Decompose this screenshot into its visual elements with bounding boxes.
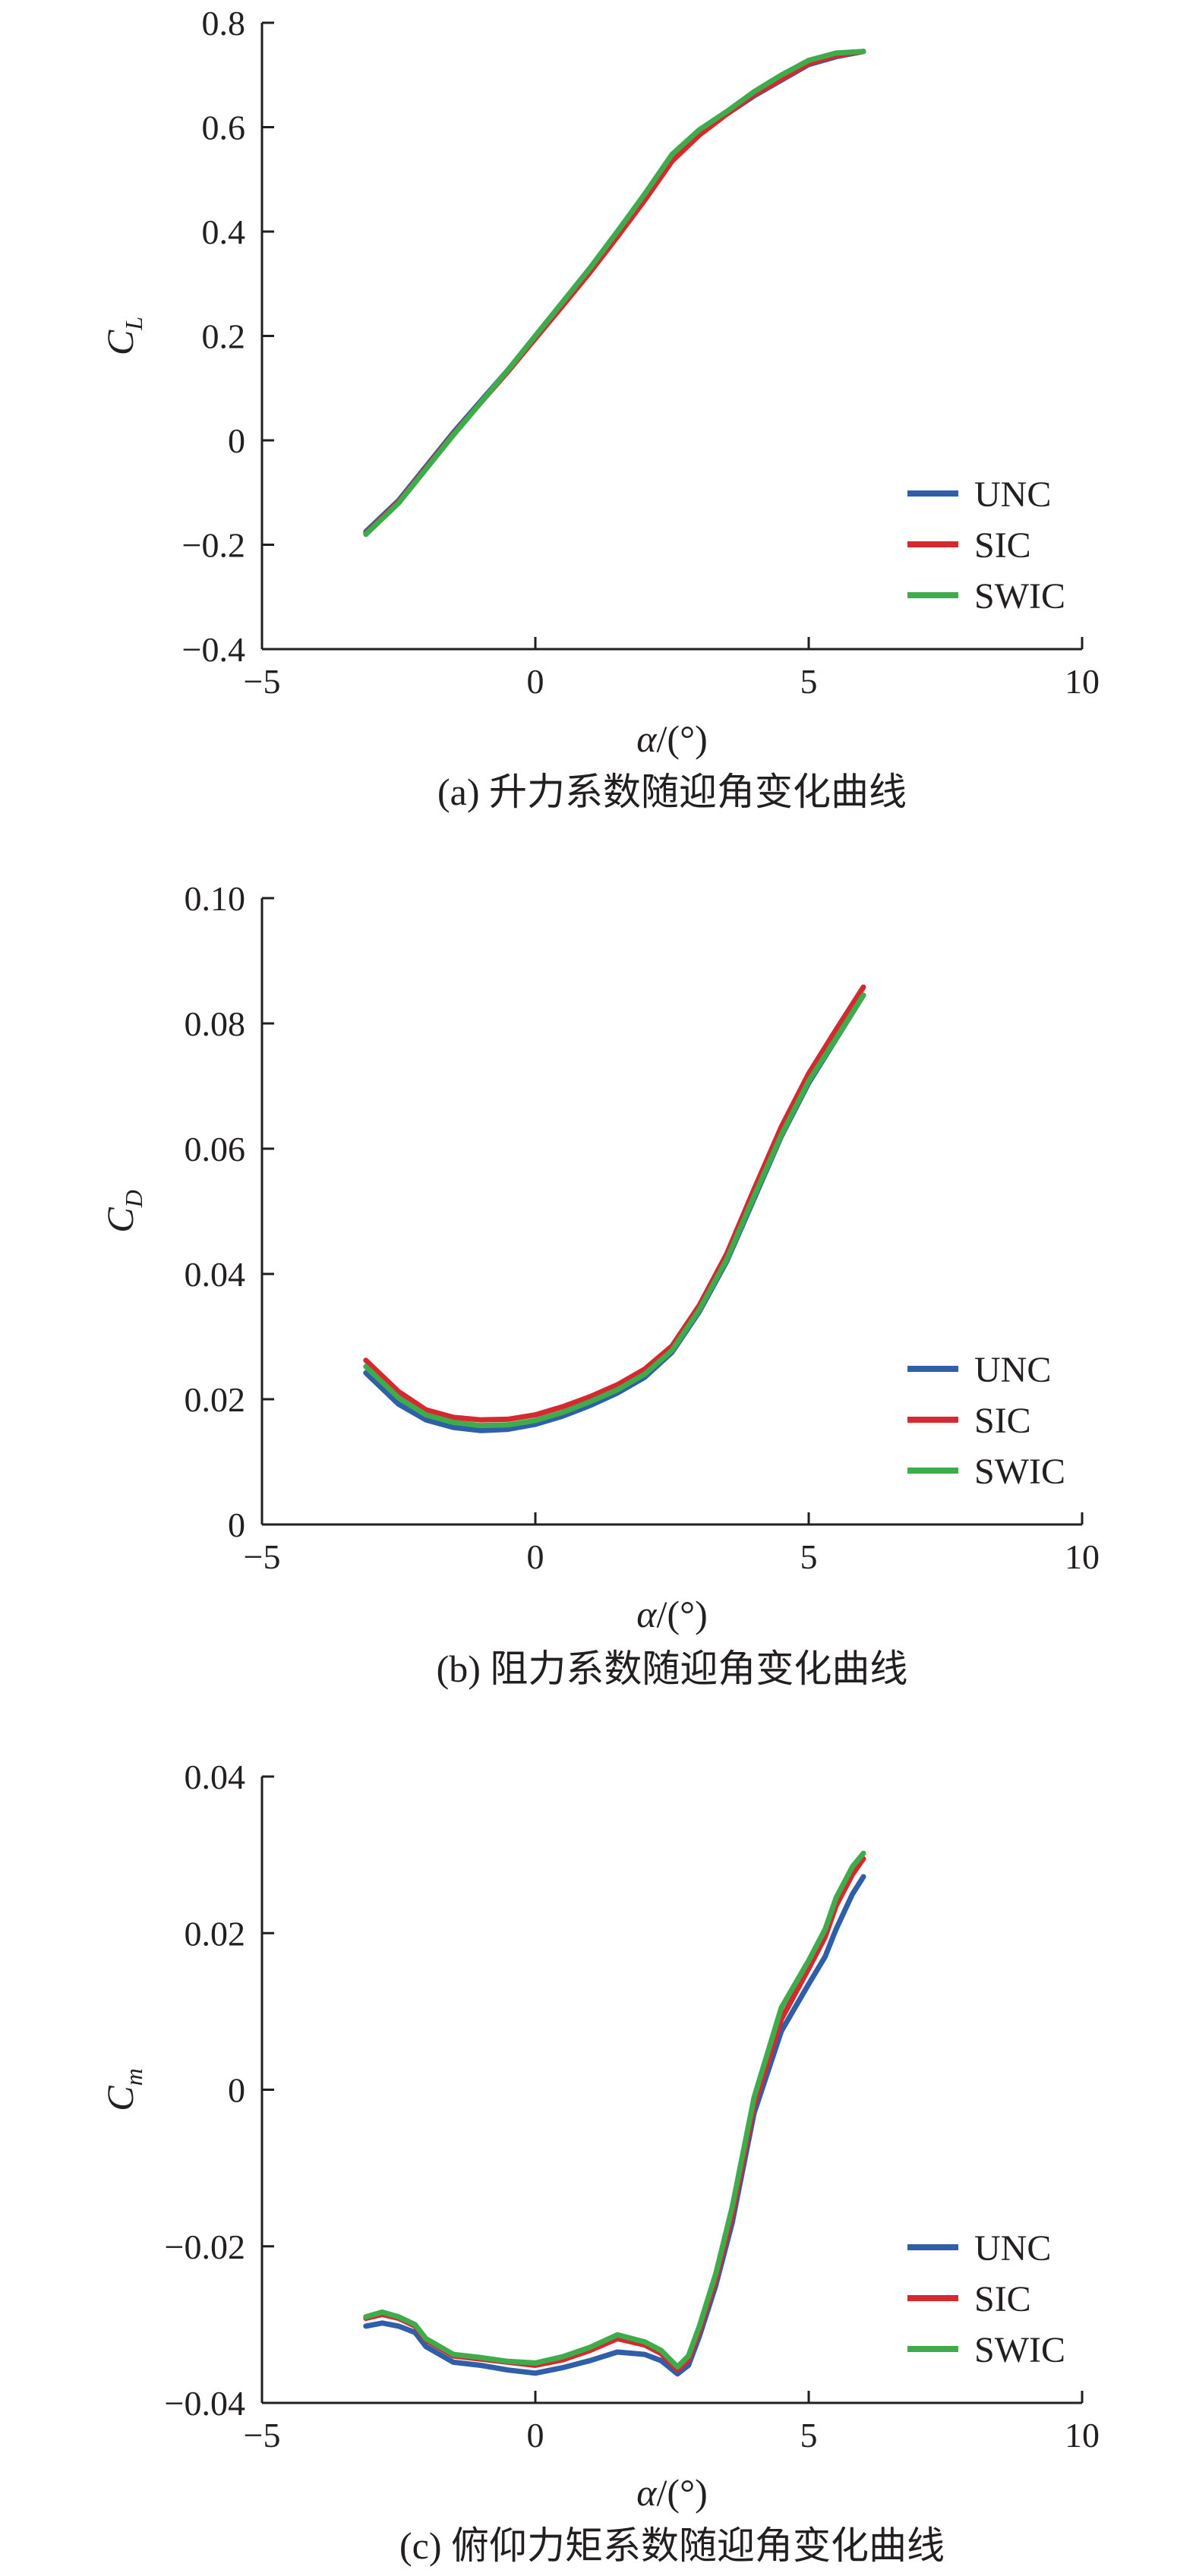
y-axis-label: CD bbox=[99, 1190, 147, 1232]
chart-caption: (b) 阻力系数随迎角变化曲线 bbox=[437, 1647, 908, 1690]
legend-label-unc: UNC bbox=[974, 1350, 1051, 1390]
series-line-unc bbox=[363, 49, 866, 534]
legend-label-sic: SIC bbox=[974, 1401, 1031, 1441]
y-tick-label: −0.2 bbox=[182, 526, 245, 565]
x-tick-label: 0 bbox=[527, 2416, 544, 2455]
x-tick-label: 10 bbox=[1065, 2416, 1100, 2455]
y-tick-label: −0.02 bbox=[165, 2228, 245, 2266]
series-line-sic bbox=[363, 984, 866, 1423]
y-tick-label: −0.04 bbox=[165, 2384, 245, 2423]
legend-label-sic: SIC bbox=[974, 2279, 1031, 2319]
chart-panel-1: −0.4 −0.2 0 0.2 0.4 0.6 0.8 −5 0 5 10 CL α/(°) UNC SIC… bbox=[99, 4, 1100, 813]
y-tick-label: 0.02 bbox=[185, 1380, 246, 1419]
legend-label-unc: UNC bbox=[974, 475, 1051, 515]
y-axis-label: CL bbox=[99, 317, 147, 355]
legend-label-swic: SWIC bbox=[974, 576, 1065, 616]
x-tick-label: 5 bbox=[800, 2416, 818, 2455]
chart-caption: (c) 俯仰力矩系数随迎角变化曲线 bbox=[399, 2524, 945, 2567]
legend-label-sic: SIC bbox=[974, 525, 1031, 566]
x-axis-label: α/(°) bbox=[636, 1593, 707, 1635]
x-tick-label: 0 bbox=[527, 662, 544, 701]
series-line-sic bbox=[363, 49, 866, 536]
series-line-swic bbox=[363, 49, 866, 538]
y-tick-label: 0.02 bbox=[185, 1914, 246, 1953]
chart-panel-2: 00.020.040.060.080.10−5 0 5 10CDα/(°)UNCSIC… bbox=[99, 879, 1100, 1690]
series-line-unc bbox=[363, 1874, 866, 2377]
y-tick-label: 0 bbox=[228, 2071, 245, 2110]
y-tick-label: 0.2 bbox=[202, 317, 246, 356]
chart-caption: (a) 升力系数随迎角变化曲线 bbox=[437, 771, 907, 813]
series-line-sic bbox=[363, 1856, 866, 2373]
series-line-swic bbox=[363, 992, 866, 1429]
series-line-unc bbox=[363, 992, 866, 1433]
x-tick-label: 5 bbox=[800, 662, 818, 701]
series-line-swic bbox=[363, 1850, 866, 2370]
legend: UNC SIC SWIC bbox=[907, 475, 1065, 616]
y-tick-label: 0.4 bbox=[202, 213, 246, 251]
x-tick-label: −5 bbox=[244, 662, 281, 701]
legend: UNC SIC SWIC bbox=[907, 2228, 1065, 2370]
y-tick-label: −0.4 bbox=[182, 630, 245, 669]
legend-label-swic: SWIC bbox=[974, 2330, 1065, 2370]
x-tick-label: 0 bbox=[527, 1537, 544, 1576]
legend-label-swic: SWIC bbox=[974, 1452, 1065, 1492]
y-tick-label: 0.10 bbox=[185, 879, 246, 918]
y-axis-label: Cm bbox=[99, 2068, 147, 2111]
x-tick-label: −5 bbox=[244, 2416, 281, 2455]
y-tick-label: 0.8 bbox=[202, 4, 246, 43]
y-tick-label: 0.04 bbox=[185, 1255, 246, 1294]
x-axis-label: α/(°) bbox=[636, 717, 707, 760]
x-tick-label: −5 bbox=[244, 1537, 281, 1576]
chart-panel-3: −0.04 −0.02 0 0.02 0.04 −5 0 5 10 Cm α/(°) UNC SIC SW… bbox=[99, 1758, 1100, 2567]
x-tick-label: 10 bbox=[1065, 662, 1100, 701]
y-tick-label: 0.04 bbox=[185, 1758, 246, 1796]
x-tick-label: 10 bbox=[1065, 1537, 1100, 1576]
y-tick-label: 0.6 bbox=[202, 109, 246, 147]
y-tick-label: 0.08 bbox=[185, 1004, 246, 1043]
y-tick-label: 0.06 bbox=[185, 1130, 246, 1168]
y-tick-label: 0 bbox=[228, 421, 245, 460]
x-tick-label: 5 bbox=[800, 1537, 818, 1576]
x-axis-label: α/(°) bbox=[636, 2471, 707, 2514]
y-tick-label: 0 bbox=[228, 1506, 245, 1544]
legend: UNC SIC SWIC bbox=[907, 1350, 1065, 1492]
legend-label-unc: UNC bbox=[974, 2228, 1051, 2269]
